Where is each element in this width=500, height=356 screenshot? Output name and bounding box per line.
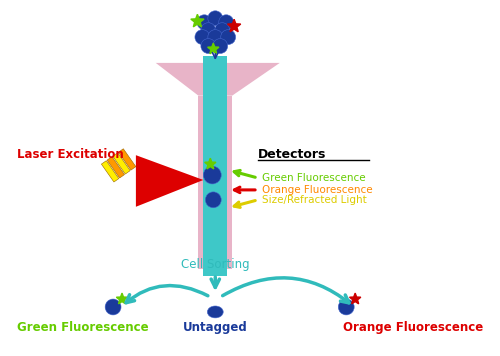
Circle shape	[204, 166, 221, 184]
Polygon shape	[204, 158, 216, 169]
Bar	[204, 63, 227, 276]
Circle shape	[206, 192, 221, 208]
Circle shape	[220, 30, 236, 44]
Circle shape	[208, 11, 222, 26]
Circle shape	[201, 23, 216, 38]
Circle shape	[105, 299, 121, 315]
Bar	[198, 96, 232, 269]
Text: Size/Refracted Light: Size/Refracted Light	[262, 195, 366, 205]
Polygon shape	[116, 293, 128, 304]
Circle shape	[201, 38, 216, 53]
Circle shape	[215, 23, 230, 38]
Circle shape	[213, 38, 228, 53]
Text: Orange Fluorescence: Orange Fluorescence	[262, 185, 372, 195]
Ellipse shape	[208, 306, 223, 318]
Text: Laser Excitation: Laser Excitation	[17, 148, 124, 161]
Bar	[113, 153, 130, 174]
Text: Detectors: Detectors	[258, 148, 326, 161]
Circle shape	[197, 15, 212, 30]
Bar	[102, 161, 119, 182]
Text: Green Fluorescence: Green Fluorescence	[17, 321, 148, 334]
Polygon shape	[156, 63, 280, 96]
Polygon shape	[191, 14, 204, 27]
Text: Untagged: Untagged	[183, 321, 248, 334]
Polygon shape	[136, 155, 203, 207]
Circle shape	[218, 15, 234, 30]
Circle shape	[195, 30, 210, 44]
Polygon shape	[208, 43, 219, 54]
Polygon shape	[228, 19, 240, 32]
Text: Orange Fluorescence: Orange Fluorescence	[343, 321, 483, 334]
Circle shape	[338, 299, 354, 315]
FancyArrowPatch shape	[222, 278, 349, 303]
Bar	[204, 56, 227, 68]
Text: Cell Sorting: Cell Sorting	[181, 258, 250, 271]
Bar	[107, 157, 124, 178]
Polygon shape	[350, 293, 361, 304]
Bar	[118, 149, 136, 170]
Text: Green Fluorescence: Green Fluorescence	[262, 173, 366, 183]
Circle shape	[208, 30, 222, 44]
FancyArrowPatch shape	[126, 286, 208, 303]
